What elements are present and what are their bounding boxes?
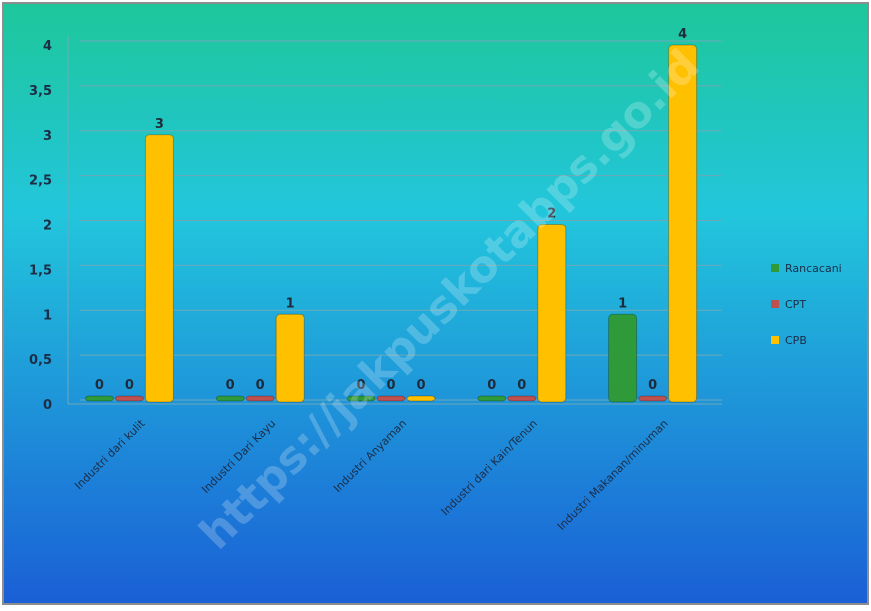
data-label: 0 [95, 378, 104, 393]
bar [275, 313, 305, 403]
data-label: 3 [155, 117, 164, 132]
legend-label: CPB [785, 334, 807, 347]
bar [215, 395, 245, 402]
y-tick-label: 2,5 [29, 174, 52, 189]
y-tick-label: 2 [43, 219, 52, 234]
legend-swatch [771, 336, 779, 344]
bar [477, 395, 507, 402]
bar [245, 395, 275, 402]
legend-swatch [771, 264, 779, 272]
data-label: 0 [356, 378, 365, 393]
bar [537, 224, 567, 403]
data-label: 0 [256, 378, 265, 393]
y-tick-label: 1,5 [29, 263, 52, 278]
data-label: 1 [286, 296, 295, 311]
y-tick-label: 0 [43, 398, 52, 413]
y-tick-label: 4 [43, 39, 52, 54]
data-label: 0 [226, 378, 235, 393]
legend-label: CPT [785, 298, 806, 311]
data-label: 0 [386, 378, 395, 393]
bar [376, 395, 406, 402]
data-label: 0 [517, 378, 526, 393]
data-label: 1 [618, 296, 627, 311]
bar [406, 395, 436, 402]
bar [638, 395, 668, 402]
bar [114, 395, 144, 402]
bar [346, 395, 376, 402]
data-label: 4 [678, 27, 687, 42]
y-tick-label: 3 [43, 129, 52, 144]
bar [84, 395, 114, 402]
data-label: 0 [487, 378, 496, 393]
y-tick-label: 3,5 [29, 84, 52, 99]
y-tick-label: 1 [43, 308, 52, 323]
data-label: 0 [416, 378, 425, 393]
data-label: 0 [648, 378, 657, 393]
legend-label: Rancacani [785, 262, 842, 275]
data-label: 0 [125, 378, 134, 393]
bar [507, 395, 537, 402]
y-tick-label: 0,5 [29, 353, 52, 368]
bar [668, 44, 698, 403]
bar [608, 313, 638, 403]
legend-swatch [771, 300, 779, 308]
data-label: 2 [547, 207, 556, 222]
bar [144, 134, 174, 403]
